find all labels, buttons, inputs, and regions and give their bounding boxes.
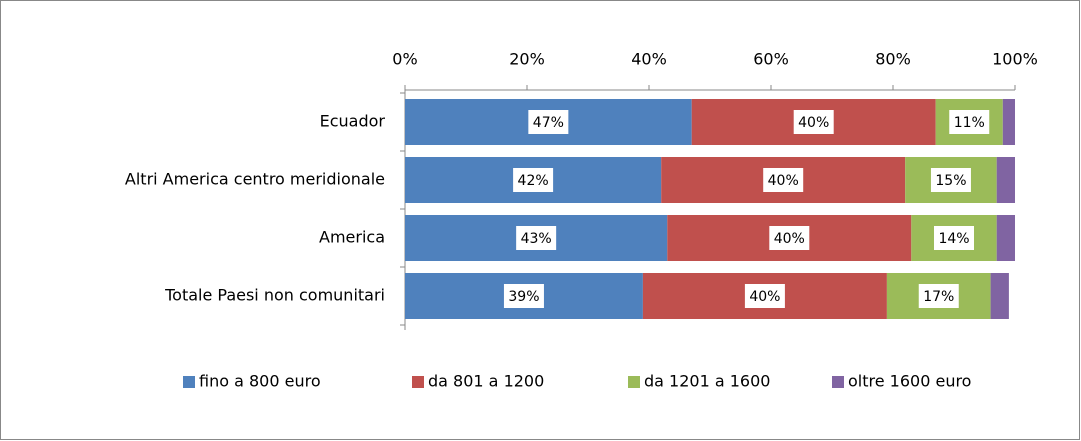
legend-label: da 1201 a 1600 [644,372,770,391]
legend-swatch [832,376,844,388]
data-label: 15% [935,173,966,189]
bar-segment [990,273,1009,319]
data-label-box [516,226,557,250]
legend-swatch [183,376,195,388]
bar-segment [1002,99,1015,145]
data-label-box [528,110,569,134]
data-label-box [763,168,804,192]
data-label: 14% [938,231,969,247]
data-label: 11% [954,115,985,131]
y-tick-label: Altri America centro meridionale [125,170,385,189]
legend-swatch [628,376,640,388]
bar-segment [996,157,1015,203]
x-tick-label: 60% [753,50,789,69]
data-label-box [513,168,554,192]
y-tick-label: America [319,228,385,247]
data-label: 17% [923,289,954,305]
x-tick-label: 100% [992,50,1038,69]
legend-label: oltre 1600 euro [848,372,971,391]
legend-swatch [412,376,424,388]
data-label-box [744,284,785,308]
data-label-box [769,226,810,250]
data-label-box [949,110,990,134]
legend-label: da 801 a 1200 [428,372,544,391]
bar-segment [996,215,1015,261]
data-label-box [930,168,971,192]
data-label: 47% [533,115,564,131]
data-label: 39% [508,289,539,305]
data-label: 40% [749,289,780,305]
x-tick-label: 0% [392,50,417,69]
data-label-box [793,110,834,134]
data-label: 42% [518,173,549,189]
data-label-box [918,284,959,308]
data-label: 40% [774,231,805,247]
x-tick-label: 20% [509,50,545,69]
data-label-box [934,226,974,250]
y-tick-label: Ecuador [320,112,386,131]
x-tick-label: 40% [631,50,667,69]
y-tick-label: Totale Paesi non comunitari [164,286,385,305]
data-label: 40% [768,173,799,189]
data-label: 43% [521,231,552,247]
data-label: 40% [798,115,829,131]
data-label-box [503,284,544,308]
x-tick-label: 80% [875,50,911,69]
legend-label: fino a 800 euro [199,372,321,391]
